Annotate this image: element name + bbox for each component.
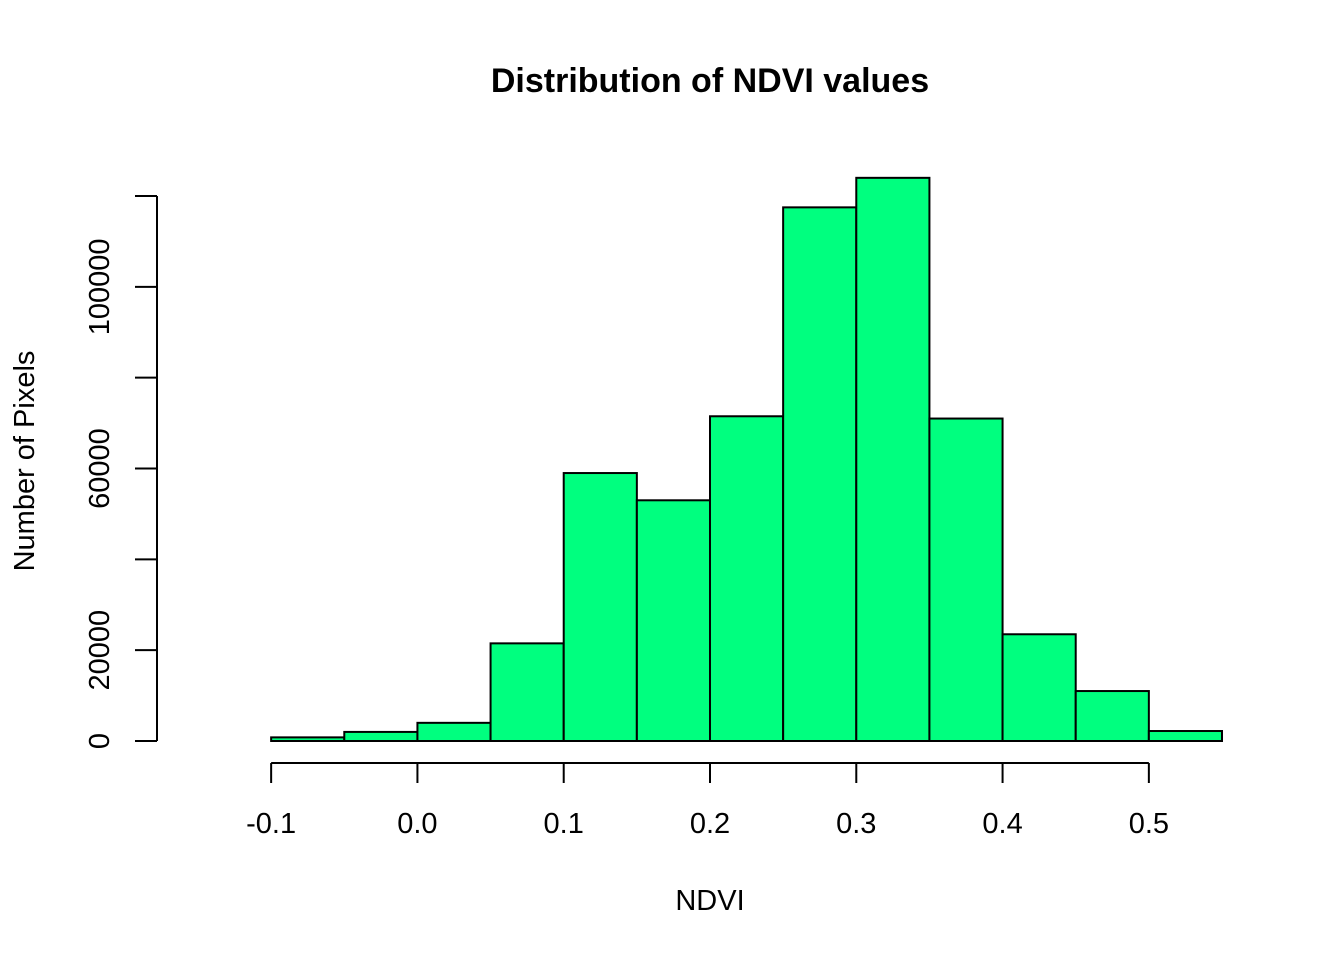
y-tick-label: 60000 bbox=[84, 428, 116, 509]
x-tick-label: 0.0 bbox=[397, 808, 437, 840]
x-axis-label: NDVI bbox=[675, 885, 744, 917]
histogram-bar bbox=[343, 730, 419, 743]
x-tick-label: -0.1 bbox=[246, 808, 296, 840]
x-tick-label: 0.2 bbox=[690, 808, 730, 840]
histogram-bar bbox=[709, 415, 785, 742]
histogram-bar bbox=[416, 721, 492, 742]
histogram-bar bbox=[928, 417, 1004, 742]
histogram-bar bbox=[1147, 730, 1224, 743]
y-axis: 0 20000 60000 100000 bbox=[84, 195, 158, 749]
chart-title: Distribution of NDVI values bbox=[491, 62, 929, 100]
y-tick-label: 0 bbox=[84, 733, 116, 749]
histogram-bar bbox=[1074, 690, 1150, 743]
histogram-bar bbox=[489, 642, 565, 743]
histogram-bar bbox=[782, 206, 858, 742]
y-axis-label: Number of Pixels bbox=[9, 351, 41, 572]
histogram-bar bbox=[1001, 633, 1077, 742]
histogram-bar bbox=[635, 499, 711, 742]
x-tick-label: 0.5 bbox=[1129, 808, 1169, 840]
x-axis: -0.1 0.0 0.1 0.2 0.3 0.4 0.5 bbox=[246, 762, 1169, 840]
x-tick-label: 0.4 bbox=[982, 808, 1022, 840]
x-tick-label: 0.3 bbox=[836, 808, 876, 840]
histogram-bar bbox=[855, 176, 931, 743]
histogram-bar bbox=[562, 472, 638, 742]
histogram-bar bbox=[270, 736, 346, 742]
x-tick-label: 0.1 bbox=[544, 808, 584, 840]
histogram-bars bbox=[270, 176, 1224, 743]
y-tick-label: 100000 bbox=[84, 238, 116, 335]
y-tick-label: 20000 bbox=[84, 610, 116, 691]
